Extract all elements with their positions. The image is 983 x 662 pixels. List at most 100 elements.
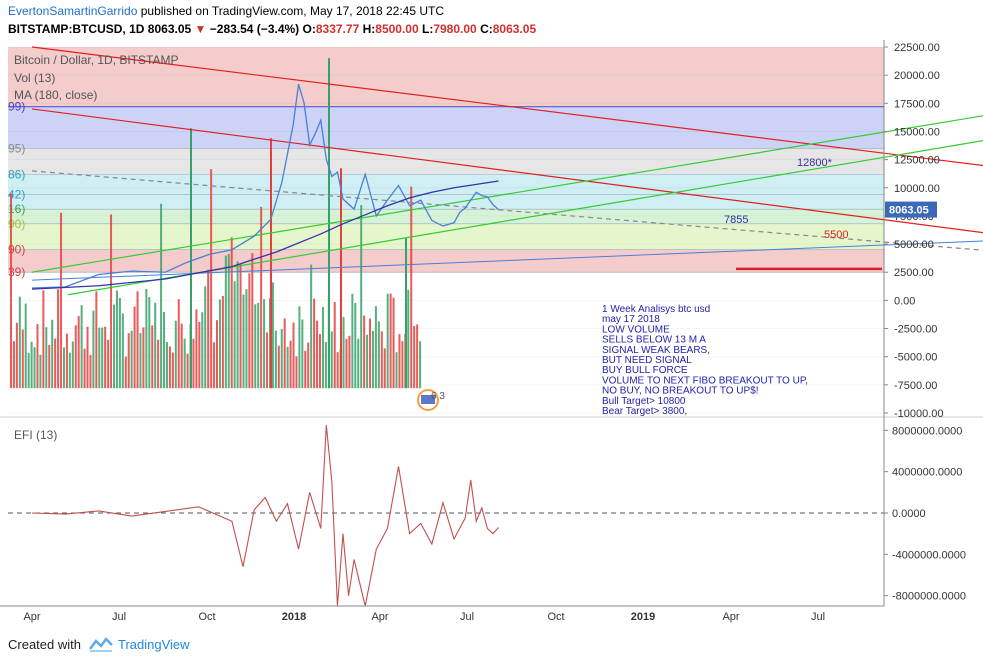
volume-bar — [121, 313, 124, 389]
volume-bar — [48, 344, 51, 389]
footer: Created with TradingView — [0, 628, 983, 662]
volume-bar — [80, 305, 83, 389]
volume-bar — [366, 334, 369, 389]
high-label: H: — [362, 22, 376, 36]
volume-bar — [380, 331, 383, 389]
volume-bar — [104, 326, 107, 389]
price-tick-label: -5000.00 — [894, 352, 937, 364]
volume-bar — [274, 330, 277, 389]
time-tick-label: Apr — [23, 611, 40, 623]
fib-band — [8, 47, 884, 107]
volume-bar — [270, 138, 272, 389]
volume-bar — [342, 317, 345, 389]
efi-line — [31, 425, 499, 607]
grid-lines — [8, 46, 884, 414]
author-link[interactable]: EvertonSamartinGarrido — [8, 4, 138, 18]
volume-bar — [124, 356, 127, 389]
volume-bar — [277, 345, 280, 389]
chart-header: EvertonSamartinGarrido published on Trad… — [0, 0, 983, 40]
volume-bar — [392, 297, 395, 389]
volume-bar — [201, 312, 204, 389]
volume-bar — [192, 338, 195, 389]
close-label: C: — [480, 22, 493, 36]
price-tick-label: 5000.00 — [894, 239, 934, 251]
trendline — [31, 108, 983, 234]
volume-bar — [186, 353, 189, 389]
label-12800: 12800* — [797, 157, 833, 169]
volume-bar — [257, 302, 260, 389]
ma-line — [31, 180, 499, 290]
volume-bar — [127, 333, 130, 389]
volume-bar — [60, 212, 63, 389]
chart-title: Bitcoin / Dollar, 1D, BITSTAMP — [14, 53, 179, 67]
volume-bar — [218, 299, 221, 389]
time-tick-label: 2019 — [631, 611, 655, 623]
volume-bar — [145, 288, 148, 389]
price-tick-label: 15000.00 — [894, 126, 940, 138]
volume-bar — [18, 296, 21, 389]
volume-bar — [101, 327, 104, 389]
event-counter: 6 3 — [431, 391, 445, 402]
volume-bar — [151, 325, 154, 389]
volume-bar — [298, 306, 301, 389]
volume-bar — [283, 318, 286, 389]
volume-bar — [12, 341, 15, 389]
volume-bar — [113, 304, 115, 389]
volume-legend: Vol (13) — [14, 71, 55, 85]
volume-bar — [245, 289, 248, 389]
efi-legend: EFI (13) — [14, 428, 57, 442]
volume-bar — [177, 299, 180, 389]
volume-bar — [65, 333, 68, 389]
volume-bar — [374, 306, 377, 389]
volume-bar — [183, 338, 186, 389]
analysis-note-line: SELLS BELOW 13 M A — [602, 335, 706, 346]
volume-bar — [383, 348, 386, 389]
volume-bar — [286, 346, 289, 389]
price-series — [31, 83, 499, 290]
volume-bar — [227, 254, 230, 389]
symbol: BITSTAMP:BTCUSD, 1D — [8, 22, 145, 36]
volume-bar — [180, 323, 183, 389]
price-tick-label: 12500.00 — [894, 155, 940, 167]
tradingview-logo-icon — [89, 637, 113, 652]
trendline — [67, 140, 983, 296]
label-7855: 7855 — [724, 214, 748, 226]
fib-label: 42) — [8, 188, 25, 202]
volume-bar — [213, 342, 216, 389]
volume-bar — [62, 347, 65, 389]
price-line — [31, 83, 499, 289]
time-tick-label: Oct — [547, 611, 564, 623]
fib-label: 39) — [8, 265, 25, 279]
analysis-note-line: may 17 2018 — [602, 314, 660, 325]
volume-bar — [389, 293, 392, 389]
chart-labels: Bitcoin / Dollar, 1D, BITSTAMP Vol (13) MA… — [14, 53, 848, 442]
analysis-note-line: NO BUY, NO BREAKOUT TO UP$! — [602, 386, 759, 397]
volume-bar — [27, 352, 30, 389]
volume-bar — [195, 309, 198, 389]
symbol-line: BITSTAMP:BTCUSD, 1D 8063.05 ▼ −283.54 (−… — [8, 22, 536, 36]
volume-bar — [163, 312, 166, 389]
volume-bar — [221, 295, 224, 389]
fib-band — [8, 209, 884, 224]
volume-bar — [307, 342, 310, 389]
chart-canvas[interactable]: 99)95)86)42)16)90)90)39) 22500.0020000.0… — [0, 40, 983, 628]
analysis-note-line: 1 Week Analisys btc usd — [602, 304, 710, 315]
volume-bar — [171, 352, 174, 389]
volume-bar — [371, 330, 374, 389]
fib-label: 86) — [8, 167, 25, 181]
volume-bar — [224, 255, 227, 389]
fib-band — [8, 106, 884, 149]
volume-bar — [395, 352, 398, 389]
volume-bar — [251, 253, 254, 389]
volume-bar — [405, 238, 407, 389]
tradingview-brand-link[interactable]: TradingView — [118, 637, 190, 652]
analysis-note-line: BUY BULL FORCE — [602, 365, 688, 376]
volume-bar — [292, 322, 295, 389]
volume-bar — [348, 335, 351, 389]
volume-bar — [86, 326, 89, 389]
volume-bar — [92, 310, 95, 389]
volume-bar — [333, 302, 336, 389]
volume-bar — [304, 350, 307, 389]
volume-bar — [107, 339, 110, 389]
volume-bar — [340, 168, 342, 389]
